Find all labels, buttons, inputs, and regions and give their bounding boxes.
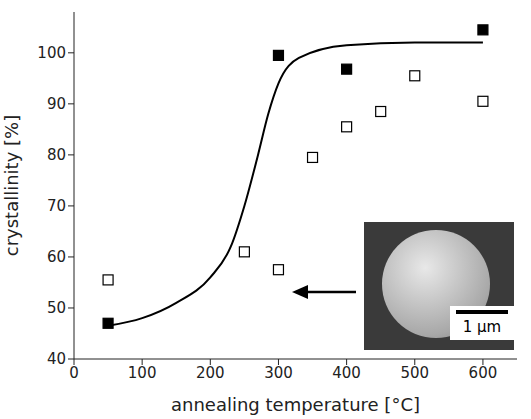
svg-text:40: 40 [47, 350, 66, 368]
svg-text:90: 90 [47, 95, 66, 113]
svg-text:80: 80 [47, 146, 66, 164]
svg-text:70: 70 [47, 197, 66, 215]
svg-text:crystallinity [%]: crystallinity [%] [1, 115, 22, 256]
svg-text:500: 500 [400, 364, 429, 382]
svg-text:0: 0 [69, 364, 79, 382]
svg-text:100: 100 [37, 44, 66, 62]
svg-text:annealing temperature [°C]: annealing temperature [°C] [171, 394, 420, 415]
svg-text:100: 100 [128, 364, 157, 382]
html-text:1 µm: 1 µm [462, 318, 502, 336]
svg-text:600: 600 [469, 364, 498, 382]
svg-text:50: 50 [47, 299, 66, 317]
svg-text:300: 300 [264, 364, 293, 382]
svg-text:400: 400 [332, 364, 361, 382]
svg-text:60: 60 [47, 248, 66, 266]
svg-text:200: 200 [196, 364, 225, 382]
